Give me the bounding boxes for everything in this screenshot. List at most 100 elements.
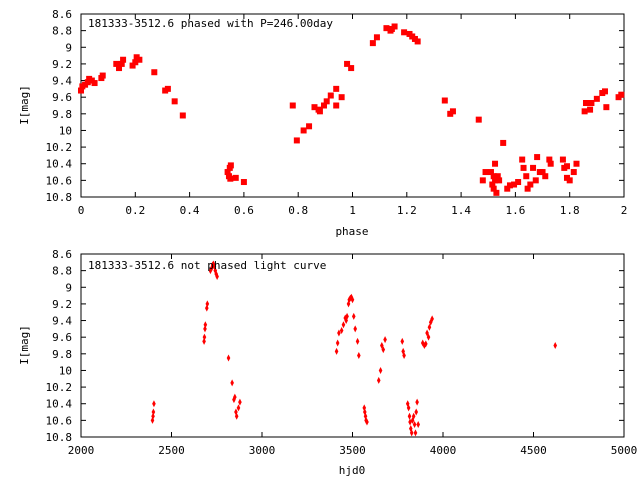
data-point (208, 267, 213, 275)
data-point (494, 173, 501, 180)
y-tick-label: 9.2 (52, 58, 72, 71)
x-tick-label: 0 (78, 204, 85, 217)
x-tick-label: 0.8 (288, 204, 308, 217)
x-tick-label: 4500 (520, 444, 547, 457)
data-point (546, 156, 553, 163)
data-point (236, 404, 241, 412)
data-point (401, 29, 408, 36)
data-point (414, 38, 421, 45)
data-point (566, 177, 573, 184)
data-point (240, 179, 247, 186)
data-point (553, 342, 558, 349)
data-point (493, 189, 500, 196)
y-tick-label: 8.8 (52, 265, 72, 278)
data-point (482, 169, 489, 176)
data-point (559, 156, 566, 163)
data-point (348, 65, 355, 72)
data-point (492, 160, 499, 167)
data-point (373, 34, 380, 41)
y-tick-label: 10.2 (46, 141, 73, 154)
data-point (532, 177, 539, 184)
data-point (487, 169, 494, 176)
data-point (227, 162, 234, 169)
plot-frame (80, 253, 625, 438)
data-point (489, 181, 496, 188)
data-point (345, 312, 349, 320)
y-tick-label: 9.2 (52, 298, 72, 311)
data-point (351, 312, 356, 320)
data-point (179, 112, 186, 119)
data-point (320, 102, 327, 109)
data-point (534, 154, 541, 161)
data-point (215, 272, 219, 280)
data-point (492, 177, 499, 184)
data-point (425, 329, 429, 337)
data-point (383, 336, 387, 344)
data-point (151, 69, 158, 76)
data-point (428, 318, 433, 326)
data-point (344, 60, 351, 67)
data-point (355, 337, 360, 345)
x-tick-label: 5000 (611, 444, 638, 457)
data-point (411, 412, 416, 420)
chart-title: 181333-3512.6 not phased light curve (88, 259, 326, 272)
data-point (422, 342, 427, 349)
data-point (449, 108, 456, 115)
y-tick-label: 9.4 (52, 75, 72, 88)
y-tick-label: 10.2 (46, 381, 73, 394)
data-point (506, 182, 513, 189)
y-tick-label: 9.8 (52, 108, 72, 121)
x-tick-label: 1 (349, 204, 356, 217)
data-point (150, 416, 155, 424)
data-point (409, 429, 414, 437)
axes: 0 0.2 0.4 0.6 0.8 1 1.2 1.4 1.6 1.8 2 8.6 8.8 9 9.2 9.4… (46, 8, 628, 217)
data-point (416, 421, 421, 429)
data-point (441, 97, 448, 104)
y-axis-label: I[mag] (18, 325, 31, 365)
data-point (203, 325, 207, 333)
x-axis-label: hjd0 (339, 464, 366, 477)
data-points (78, 23, 625, 196)
data-point (391, 23, 398, 30)
data-point (376, 376, 381, 384)
chart-title: 181333-3512.6 phased with P=246.00day (88, 17, 333, 30)
data-point (116, 65, 123, 72)
data-point (350, 296, 355, 304)
y-tick-label: 10.8 (46, 191, 73, 204)
data-point (335, 339, 340, 347)
data-point (430, 315, 434, 323)
data-point (547, 160, 554, 167)
data-point (333, 102, 340, 109)
data-point (601, 88, 608, 95)
data-point (365, 418, 369, 426)
y-tick-label: 10.4 (46, 158, 73, 171)
x-tick-label: 0.6 (234, 204, 254, 217)
data-point (202, 337, 206, 345)
data-point (300, 127, 307, 134)
data-point (316, 108, 323, 115)
data-point (406, 404, 411, 412)
data-point (475, 116, 482, 123)
x-tick-label: 3000 (249, 444, 276, 457)
data-point (203, 321, 208, 329)
y-tick-label: 9.6 (52, 91, 72, 104)
data-point (519, 156, 526, 163)
data-point (132, 59, 139, 66)
data-point (323, 98, 330, 105)
y-tick-label: 10.6 (46, 174, 73, 187)
y-tick-label: 8.6 (52, 8, 72, 21)
data-point (338, 94, 345, 101)
data-point (539, 169, 546, 176)
data-point (136, 56, 143, 63)
data-point (530, 164, 537, 171)
data-point (171, 98, 178, 105)
data-point (120, 56, 127, 63)
data-point (311, 104, 318, 111)
data-point (78, 87, 84, 94)
data-point (570, 169, 577, 176)
data-point (413, 429, 418, 437)
data-point (573, 160, 580, 167)
data-point (563, 163, 570, 170)
x-tick-label: 1.4 (451, 204, 471, 217)
